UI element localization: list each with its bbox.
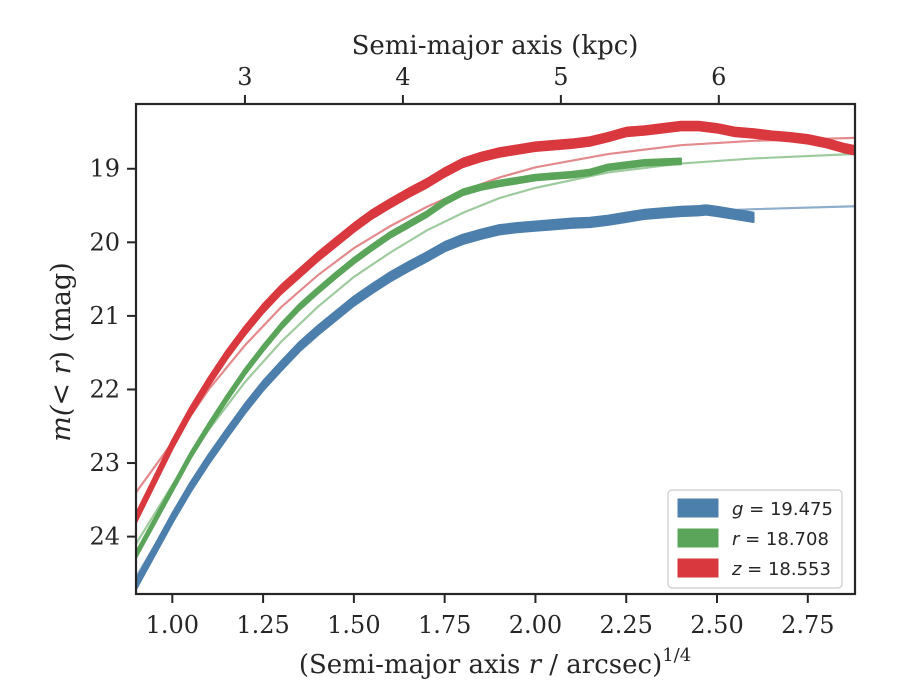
legend-swatch-r (677, 528, 719, 548)
x-axis-label-main: (Semi-major axis (299, 650, 529, 680)
plot-frame (134, 102, 857, 596)
x-tick-label: 1.75 (418, 611, 471, 639)
band-r (136, 157, 682, 559)
legend-label-r: r = 18.708 (732, 529, 829, 550)
fit-curve-r (136, 152, 855, 545)
y-axis-label-m: m (46, 416, 77, 442)
x-tick-label: 1.50 (327, 611, 380, 639)
x-tick-label: 2.25 (600, 611, 653, 639)
x-tick-label: 1.00 (146, 611, 199, 639)
y-axis-label-tail: ) (mag) (46, 262, 77, 361)
y-axis-label-paren: (< (46, 374, 77, 416)
legend-item-r: r = 18.708 (677, 528, 829, 550)
x-tick-label: 1.25 (236, 611, 289, 639)
series-r (136, 157, 682, 559)
y-tick-label: 24 (89, 523, 120, 551)
fit-curve-z (136, 136, 855, 494)
legend: g = 19.475 r = 18.708 z = 18.553 (667, 489, 843, 589)
y-axis-label-r: r (46, 359, 77, 374)
top-tick-label: 5 (553, 63, 568, 91)
data-curves (136, 120, 855, 591)
y-tick-label: 22 (89, 375, 120, 403)
x-axis-label-r: r (529, 650, 543, 680)
top-axis-title: Semi-major axis (kpc) (352, 31, 639, 61)
series-z (136, 120, 855, 524)
band-z (136, 120, 855, 524)
x-tick-label: 2.75 (781, 611, 834, 639)
y-tick-label: 21 (89, 302, 120, 330)
y-tick-label: 19 (89, 155, 120, 183)
x-axis-label: (Semi-major axis r / arcsec)1/4 (299, 645, 691, 680)
top-tick-label: 6 (711, 63, 726, 91)
x-tick-label: 2.00 (509, 611, 562, 639)
y-axis-label: m(< r) (mag) (46, 262, 77, 441)
legend-swatch-z (677, 558, 719, 578)
x-axis-label-exponent: 1/4 (662, 645, 691, 666)
x-axis-label-tail: / arcsec) (541, 650, 662, 680)
series-g (136, 204, 755, 591)
y-tick-label: 23 (89, 449, 120, 477)
y-tick-label: 20 (89, 228, 120, 256)
legend-item-g: g = 19.475 (677, 498, 833, 520)
band-g (136, 204, 755, 591)
legend-label-g: g = 19.475 (732, 499, 833, 520)
top-tick-label: 3 (237, 63, 252, 91)
axis-ticks: 1.00 1.25 1.50 1.75 2.00 2.25 2.50 2.75 19 20 21 22… (89, 63, 834, 639)
legend-swatch-g (677, 498, 719, 518)
legend-label-z: z = 18.553 (731, 559, 831, 580)
x-tick-label: 2.50 (690, 611, 743, 639)
legend-item-z: z = 18.553 (677, 558, 831, 580)
top-tick-label: 4 (395, 63, 410, 91)
